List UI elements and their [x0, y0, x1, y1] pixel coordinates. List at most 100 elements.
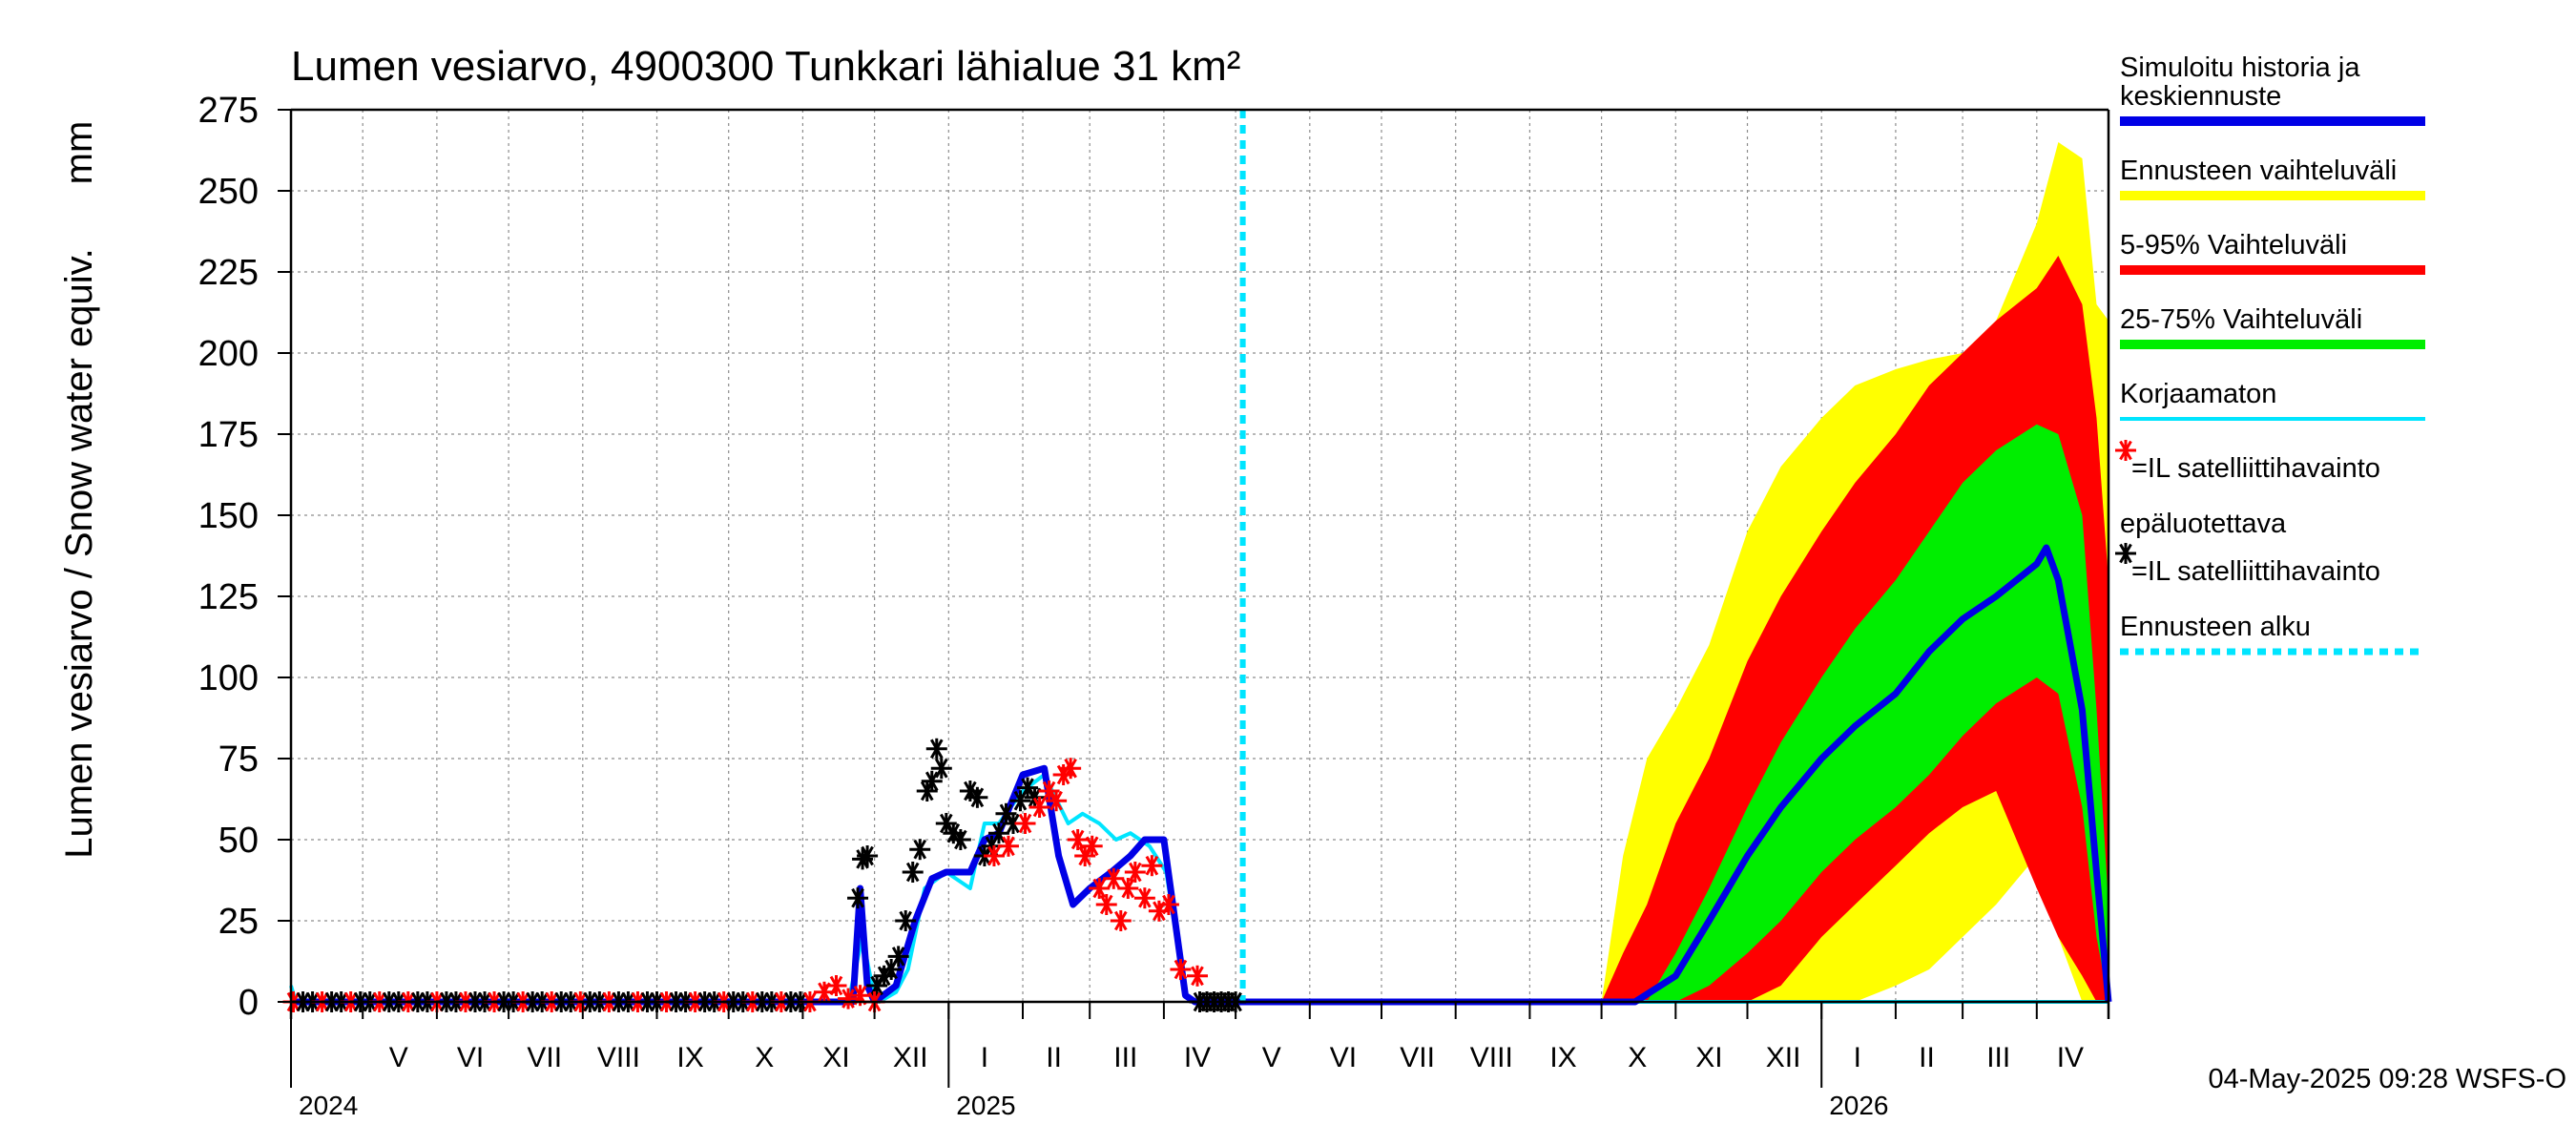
month-label: X: [1628, 1042, 1647, 1073]
month-label: VIII: [1470, 1042, 1513, 1073]
satellite-obs-red: [1103, 867, 1125, 889]
satellite-obs-red: [1028, 797, 1050, 818]
month-label: IV: [2057, 1042, 2084, 1073]
y-tick-label: 250: [198, 172, 259, 212]
y-tick-label: 175: [198, 415, 259, 455]
satellite-obs-black: [987, 822, 1009, 844]
y-axis-unit: mm: [58, 121, 100, 185]
legend-item: 25-75% Vaihteluväli: [2120, 304, 2425, 349]
satellite-obs-red: [983, 845, 1005, 866]
satellite-obs-black: [902, 862, 924, 883]
satellite-obs-black: [895, 910, 917, 931]
satellite-obs-red: [1170, 959, 1192, 980]
satellite-obs-red: [1081, 835, 1103, 857]
satellite-obs-black: [930, 758, 952, 780]
month-label: XII: [893, 1042, 928, 1073]
y-tick-label: 75: [218, 739, 259, 780]
month-label: X: [755, 1042, 774, 1073]
satellite-obs-red: [997, 835, 1019, 857]
y-tick-label: 0: [239, 983, 259, 1023]
satellite-obs-red: [838, 988, 860, 1010]
satellite-obs-red: [1067, 829, 1089, 850]
legend-item: Ennusteen alku: [2120, 612, 2425, 656]
legend-item: =IL satelliittihavainto: [2131, 556, 2380, 587]
month-label: IV: [1184, 1042, 1211, 1073]
legend-label: 25-75% Vaihteluväli: [2120, 304, 2362, 335]
satellite-obs-red: [1110, 910, 1132, 931]
month-label: VII: [1400, 1042, 1435, 1073]
satellite-obs-black: [921, 770, 943, 792]
month-label: IX: [676, 1042, 703, 1073]
satellite-obs-black: [949, 829, 971, 850]
month-label: III: [1113, 1042, 1137, 1073]
satellite-obs-red: [1060, 758, 1082, 780]
month-label: XI: [822, 1042, 849, 1073]
legend-label: Simuloitu historia ja: [2120, 52, 2360, 83]
satellite-obs-red: [1186, 965, 1208, 987]
forecast-bands-layer: [1601, 142, 2109, 1002]
legend-label: =IL satelliittihavainto: [2131, 556, 2380, 587]
month-label: V: [389, 1042, 408, 1073]
month-label: I: [1854, 1042, 1861, 1073]
legend-item: =IL satelliittihavainto: [2131, 453, 2380, 484]
year-label: 2026: [1829, 1091, 1888, 1120]
legend-star-icon: [2115, 440, 2136, 461]
grid-layer: [291, 109, 2109, 1003]
legend-item: 5-95% Vaihteluväli: [2120, 230, 2425, 275]
month-label: VII: [527, 1042, 562, 1073]
satellite-obs-red: [813, 981, 835, 1003]
y-tick-label: 200: [198, 334, 259, 374]
satellite-obs-red: [1014, 813, 1036, 834]
y-tick-label: 275: [198, 91, 259, 131]
legend-label: epäluotettava: [2120, 509, 2287, 539]
month-label: IX: [1549, 1042, 1576, 1073]
month-label: XI: [1695, 1042, 1722, 1073]
satellite-obs-black: [887, 946, 909, 968]
satellite-obs-black: [966, 786, 988, 808]
legend-star-icon: [2115, 543, 2136, 564]
legend-label: Korjaamaton: [2120, 379, 2276, 409]
month-label: III: [1986, 1042, 2010, 1073]
month-label: XII: [1766, 1042, 1801, 1073]
legend-item: Ennusteen vaihteluväli: [2120, 156, 2425, 200]
satellite-obs-red: [825, 975, 847, 996]
month-label: I: [981, 1042, 988, 1073]
satellite-obs-black: [909, 839, 931, 861]
satellite-obs-red: [1141, 855, 1163, 877]
satellite-obs-red: [1046, 790, 1068, 812]
month-label: V: [1262, 1042, 1281, 1073]
month-label: VI: [457, 1042, 484, 1073]
legend-item: epäluotettava: [2120, 509, 2287, 539]
month-label: VIII: [597, 1042, 640, 1073]
satellite-obs-black: [857, 845, 879, 866]
y-tick-label: 100: [198, 658, 259, 698]
satellite-obs-red: [1124, 862, 1146, 883]
satellite-obs-black: [847, 887, 869, 909]
satellite-obs-red: [1117, 878, 1139, 899]
year-label: 2025: [956, 1091, 1015, 1120]
satellite-obs-red: [1089, 878, 1111, 899]
legend-label: =IL satelliittihavainto: [2131, 453, 2380, 484]
y-axis-label: Lumen vesiarvo / Snow water equiv.: [58, 248, 100, 859]
chart-title: Lumen vesiarvo, 4900300 Tunkkari lähialu…: [291, 43, 1240, 90]
legend-label: Ennusteen vaihteluväli: [2120, 156, 2397, 186]
satellite-obs-red: [1095, 894, 1117, 915]
simulated-history-line: [291, 544, 2112, 1006]
legend-label: Ennusteen alku: [2120, 612, 2311, 642]
y-tick-label: 50: [218, 821, 259, 861]
band-25-75-vaihteluv-li: [1647, 424, 2109, 1002]
satellite-obs-black: [925, 738, 947, 760]
satellite-obs-red: [1133, 887, 1155, 909]
legend-item: Korjaamaton: [2120, 379, 2425, 421]
y-tick-label: 125: [198, 577, 259, 617]
timestamp-label: 04-May-2025 09:28 WSFS-O: [2208, 1064, 2566, 1094]
legend-label: keskiennuste: [2120, 81, 2281, 112]
y-tick-label: 25: [218, 902, 259, 942]
y-tick-label: 150: [198, 496, 259, 536]
year-label: 2024: [299, 1091, 358, 1120]
month-label: VI: [1330, 1042, 1357, 1073]
